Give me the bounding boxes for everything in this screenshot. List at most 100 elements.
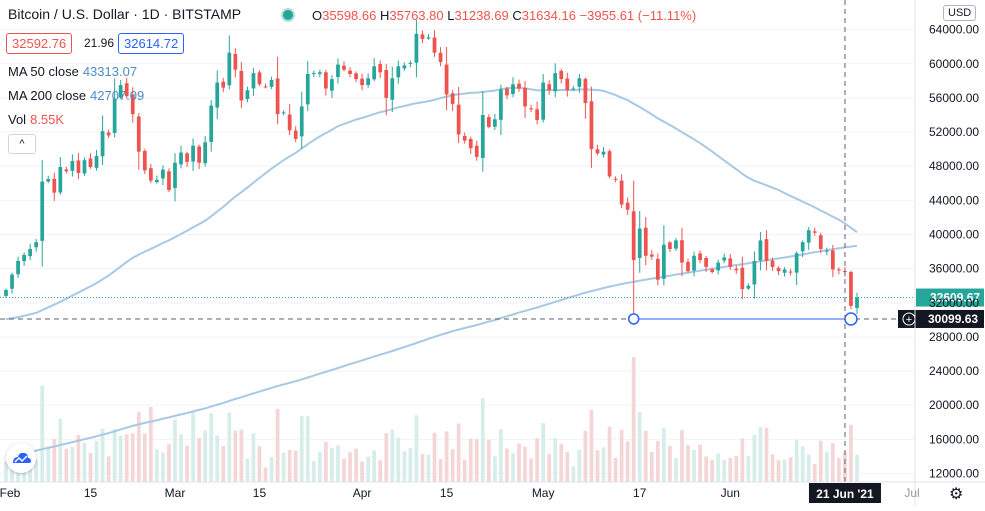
- volume-bar: [275, 408, 280, 482]
- candle-body: [776, 267, 781, 272]
- symbol-title[interactable]: Bitcoin / U.S. Dollar · 1D · BITSTAMP: [8, 6, 242, 22]
- candle-body: [22, 254, 26, 262]
- volume-bar: [559, 443, 564, 482]
- candle-body: [619, 180, 624, 205]
- volume-bar: [468, 438, 473, 482]
- candle-body: [450, 93, 455, 104]
- y-tick-label: 28000.00: [929, 330, 979, 344]
- candle-body: [686, 261, 690, 272]
- volume-bar: [824, 452, 829, 482]
- volume-bar: [764, 428, 769, 482]
- volume-label: Vol: [8, 112, 27, 127]
- candle-body: [245, 90, 250, 100]
- volume-bar: [631, 357, 636, 482]
- volume-bar: [378, 460, 383, 482]
- volume-bar: [746, 456, 751, 482]
- volume-bar: [215, 435, 220, 482]
- candle-body: [233, 53, 238, 70]
- ray-start-handle: [627, 313, 640, 325]
- volume-bar: [643, 431, 648, 482]
- ma50-indicator[interactable]: MA 50 close 43313.07: [8, 64, 137, 79]
- crosshair-date-tag: [808, 483, 881, 503]
- high-label: H: [379, 8, 390, 23]
- candle-body: [456, 104, 461, 135]
- candle-body: [559, 70, 564, 80]
- x-tick-label: Apr: [353, 486, 372, 500]
- candle-body: [118, 85, 123, 98]
- candle-body: [203, 142, 208, 164]
- volume-bar: [179, 434, 183, 482]
- buy-price-button[interactable]: 32614.72: [118, 33, 185, 54]
- candle-body: [414, 33, 419, 63]
- volume-bar: [251, 433, 256, 482]
- volume-bar: [372, 450, 377, 482]
- x-tick-label: Mar: [165, 486, 186, 500]
- candle-body: [64, 169, 69, 172]
- candle-body: [649, 254, 654, 257]
- candle-body: [251, 73, 256, 89]
- candle-body: [287, 114, 292, 131]
- ma50-label: MA 50 close: [8, 64, 79, 79]
- candle-body: [625, 202, 630, 210]
- ma200-label: MA 200 close: [8, 88, 87, 103]
- candle-body: [161, 169, 165, 179]
- crosshair-date-label: 21 Jun '21: [816, 487, 874, 501]
- candle-body: [529, 108, 533, 110]
- volume-bar: [601, 447, 606, 482]
- volume-bar: [94, 440, 99, 482]
- candle-body: [601, 151, 606, 155]
- volume-bar: [692, 449, 696, 482]
- candle-body: [167, 171, 171, 191]
- volume-bar: [438, 459, 443, 482]
- collapse-legend-button[interactable]: ^: [8, 134, 36, 154]
- volume-bar: [197, 437, 202, 482]
- market-status-icon: [283, 10, 293, 20]
- volume-bar: [613, 458, 618, 482]
- volume-bar: [299, 416, 304, 482]
- sell-price-button[interactable]: 32592.76: [6, 33, 73, 54]
- ma200-indicator[interactable]: MA 200 close 42707.09: [8, 88, 144, 103]
- volume-indicator[interactable]: Vol 8.55K: [8, 112, 64, 127]
- volume-bar: [384, 433, 389, 482]
- volume-bars: [4, 357, 859, 482]
- candle-body: [227, 52, 232, 86]
- volume-bar: [444, 431, 449, 482]
- volume-bar: [529, 458, 533, 482]
- candle-body: [28, 248, 33, 257]
- volume-bar: [637, 412, 642, 482]
- settings-icon[interactable]: ⚙: [949, 486, 964, 503]
- candle-body: [613, 178, 618, 180]
- candle-body: [299, 106, 304, 137]
- volume-bar: [148, 407, 153, 482]
- y-tick-label: 60000.00: [929, 57, 979, 71]
- candle-body: [541, 82, 546, 120]
- candle-body: [82, 160, 87, 174]
- volume-bar: [619, 429, 624, 482]
- volume-bar: [716, 453, 721, 482]
- volume-bar: [818, 440, 823, 482]
- candle-body: [468, 138, 473, 149]
- candle-body: [106, 132, 111, 136]
- candle-body: [770, 260, 775, 267]
- last-price-label: 32609.67: [930, 291, 980, 305]
- volume-bar: [450, 449, 455, 482]
- cloud-icon: [13, 452, 31, 463]
- candle-body: [148, 168, 153, 181]
- y-tick-label: 24000.00: [929, 364, 979, 378]
- close-value: 31634.16: [521, 8, 576, 23]
- tradingview-logo[interactable]: [6, 443, 36, 473]
- volume-bar: [517, 443, 521, 482]
- currency-button[interactable]: USD: [943, 5, 977, 21]
- candle-body: [643, 227, 648, 256]
- volume-bar: [800, 446, 805, 482]
- volume-bar: [366, 456, 370, 482]
- volume-bar: [100, 428, 105, 482]
- volume-bar: [40, 385, 45, 482]
- volume-bar: [607, 426, 612, 482]
- candle-body: [348, 70, 352, 74]
- volume-bar: [167, 444, 171, 482]
- candle-body: [752, 260, 757, 285]
- x-tick-label: May: [532, 486, 555, 500]
